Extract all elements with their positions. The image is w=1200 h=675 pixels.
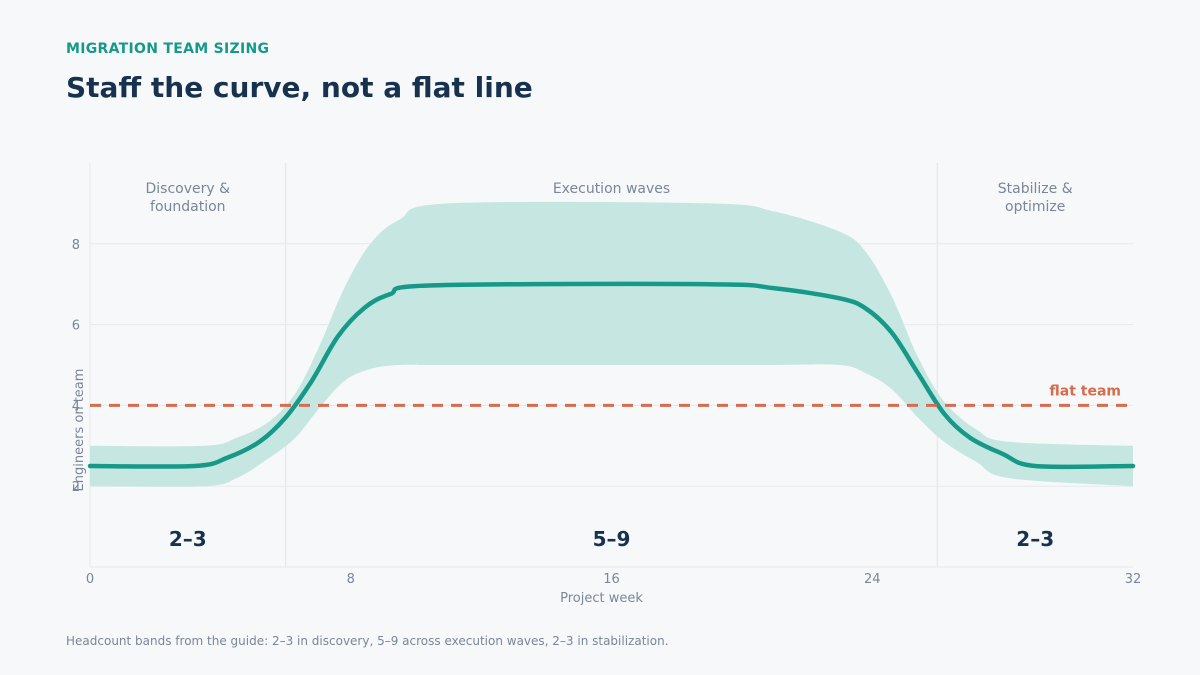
x-tick-label-24: 24 bbox=[864, 572, 881, 587]
phase-range-label-1: 5–9 bbox=[593, 527, 631, 551]
chart-title: Staff the curve, not a flat line bbox=[66, 71, 533, 104]
phase-label-0: Discovery & bbox=[146, 181, 231, 197]
y-tick-label-8: 8 bbox=[72, 238, 80, 253]
y-tick-label-2: 2 bbox=[72, 480, 80, 495]
chart-eyebrow: MIGRATION TEAM SIZING bbox=[66, 41, 270, 57]
phase-label-2: Stabilize & bbox=[998, 181, 1073, 197]
y-tick-label-4: 4 bbox=[72, 399, 80, 414]
x-tick-label-32: 32 bbox=[1125, 572, 1142, 587]
x-tick-label-0: 0 bbox=[86, 572, 94, 587]
phase-label-line2-0: foundation bbox=[150, 199, 226, 215]
line-layer bbox=[87, 281, 1136, 470]
phase-divider-layer bbox=[284, 163, 939, 567]
x-tick-label-8: 8 bbox=[347, 572, 355, 587]
x-tick-label-16: 16 bbox=[603, 572, 620, 587]
phase-label-line2-2: optimize bbox=[1005, 199, 1065, 215]
flat-team-label: flat team bbox=[1049, 383, 1121, 399]
headcount-line bbox=[87, 281, 1136, 470]
x-axis-title: Project week bbox=[560, 591, 643, 606]
band-layer bbox=[90, 201, 1133, 487]
y-tick-label-6: 6 bbox=[72, 319, 80, 334]
chart-footnote: Headcount bands from the guide: 2–3 in d… bbox=[66, 634, 669, 648]
y-axis-title: Engineers on team bbox=[72, 369, 87, 492]
phase-range-label-2: 2–3 bbox=[1016, 527, 1054, 551]
phase-label-1: Execution waves bbox=[553, 181, 670, 197]
headcount-band bbox=[90, 201, 1133, 487]
phase-range-label-0: 2–3 bbox=[169, 527, 207, 551]
